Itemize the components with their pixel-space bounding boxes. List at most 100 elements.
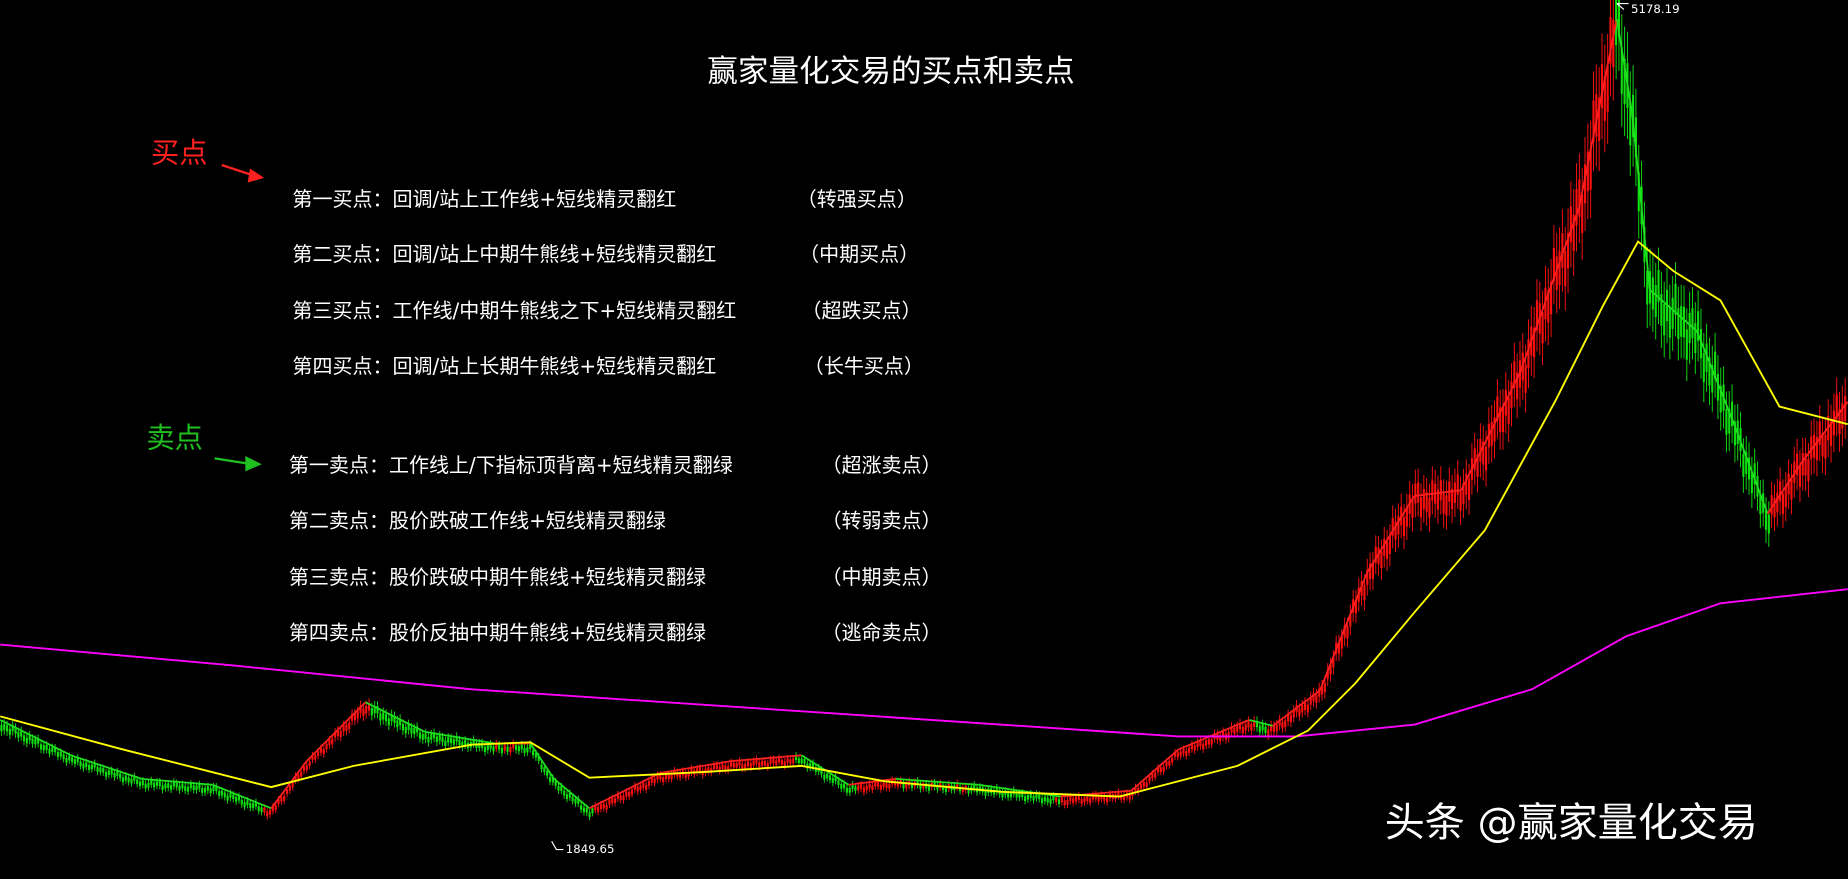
candle-body: [1137, 787, 1140, 793]
candle-body: [246, 800, 249, 806]
candle-body: [319, 747, 323, 753]
candle-body: [1804, 453, 1807, 476]
candle-body: [1620, 47, 1623, 94]
candle-body: [1244, 724, 1247, 731]
candle-body: [1193, 745, 1196, 751]
candle-body: [1255, 720, 1259, 728]
candle-body: [1691, 308, 1694, 339]
candle-body: [1374, 546, 1377, 563]
candle-body: [763, 760, 766, 766]
candle-body: [1493, 417, 1496, 442]
candle-body: [738, 760, 741, 766]
candle-body: [387, 718, 390, 726]
candle-body: [215, 786, 218, 792]
candle-body: [138, 781, 142, 787]
candle-body: [520, 744, 523, 750]
candle-body: [218, 791, 221, 796]
candle-body: [235, 796, 238, 802]
candle-body: [486, 744, 489, 751]
candle-body: [831, 778, 834, 783]
candle-body: [1714, 351, 1717, 379]
candle-body: [843, 783, 846, 789]
candle-body: [1564, 251, 1567, 287]
candle-body: [1566, 233, 1570, 269]
candle-body: [862, 787, 865, 793]
candle-body: [1371, 563, 1374, 579]
candle-body: [1555, 256, 1558, 290]
candle-body: [1015, 792, 1018, 798]
candle-body: [560, 786, 563, 791]
candle-body: [752, 760, 755, 766]
candle-body: [1527, 339, 1530, 369]
candle-body: [1784, 486, 1787, 507]
candle-body: [1507, 397, 1510, 424]
candle-body: [585, 807, 588, 813]
candle-body: [42, 745, 45, 751]
sell-point-tag: （转弱卖点）: [821, 508, 941, 532]
candle-body: [1603, 75, 1606, 121]
work-line: [0, 719, 72, 757]
candle-body: [565, 794, 569, 800]
candle-body: [670, 774, 673, 780]
candle-body: [1074, 796, 1078, 802]
candle-body: [1165, 761, 1168, 767]
candle-body: [744, 763, 747, 769]
candle-body: [1586, 151, 1589, 192]
candle-body: [992, 789, 996, 795]
candle-body: [1315, 694, 1318, 703]
candle-body: [1369, 563, 1372, 580]
candle-body: [1781, 493, 1785, 514]
candle-body: [1091, 794, 1095, 800]
candle-body: [761, 760, 764, 766]
candle-body: [243, 802, 246, 807]
candle-body: [1086, 796, 1089, 802]
candle-body: [1810, 436, 1813, 460]
candle-body: [568, 792, 571, 798]
candle-body: [1089, 798, 1092, 804]
candle-body: [1484, 446, 1488, 471]
sell-point-text: 第四卖点：股价反抽中期牛熊线+短线精灵翻绿: [289, 620, 706, 644]
candle-body: [613, 798, 617, 803]
candle-body: [1764, 510, 1768, 530]
candle-body: [828, 775, 832, 781]
candle-body: [732, 762, 735, 768]
candle-body: [616, 794, 619, 799]
candle-body: [577, 799, 580, 804]
candle-body: [642, 783, 645, 788]
sell-point-tag: （超涨卖点）: [821, 453, 941, 477]
buy-point-tag: （长牛买点）: [804, 354, 924, 378]
candle-body: [104, 772, 108, 777]
candle-body: [1779, 481, 1782, 502]
candle-body: [826, 773, 829, 779]
candle-body: [1340, 637, 1343, 649]
candle-body: [37, 738, 40, 744]
candle-body: [684, 773, 687, 778]
candle-body: [410, 727, 413, 734]
sell-point-text: 第二卖点：股价跌破工作线+短线精灵翻绿: [289, 508, 666, 532]
candle-body: [449, 737, 453, 744]
candle-body: [1261, 724, 1264, 731]
candle-body: [1303, 702, 1307, 710]
candle-body: [1742, 454, 1745, 477]
candle-body: [1171, 757, 1174, 763]
candle-body: [1459, 490, 1462, 511]
candle-body: [1337, 642, 1341, 654]
candle-body: [1202, 743, 1205, 750]
candle-body: [1278, 719, 1281, 726]
candle-body: [811, 762, 815, 768]
candle-body: [124, 775, 127, 781]
candle-body: [529, 744, 532, 750]
candle-body: [650, 777, 653, 783]
candle-body: [444, 740, 447, 747]
candle-body: [1688, 312, 1691, 344]
candle-body: [1428, 497, 1431, 518]
candle-body: [1637, 172, 1640, 212]
work-line: [1272, 689, 1321, 727]
candle-body: [424, 733, 427, 740]
candle-body: [1009, 792, 1013, 798]
candle-body: [647, 781, 651, 786]
candle-body: [116, 771, 119, 776]
candle-body: [1411, 498, 1414, 518]
candle-body: [170, 785, 173, 790]
